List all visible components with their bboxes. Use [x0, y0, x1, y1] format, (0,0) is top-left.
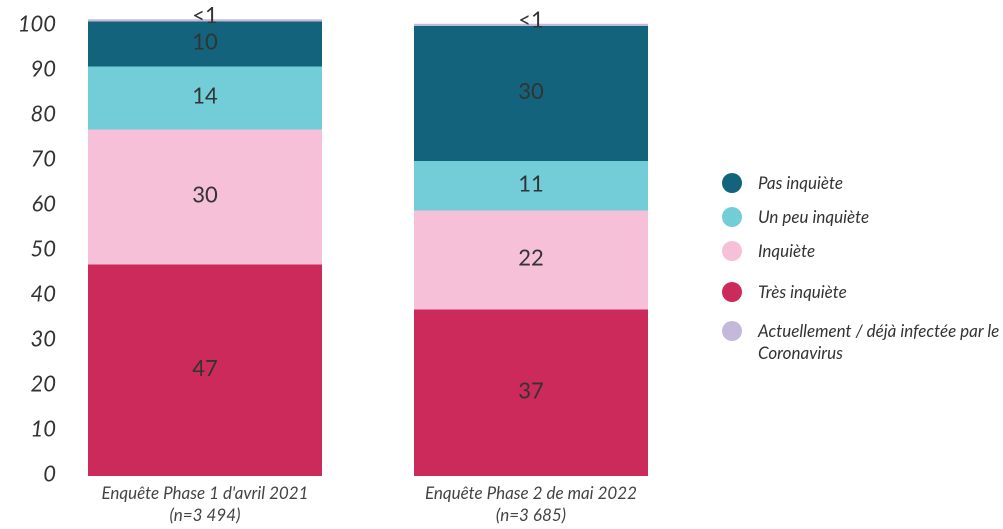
- value-label: 30: [192, 181, 218, 208]
- y-tick-label: 30: [30, 325, 56, 352]
- bar-segment: [88, 21, 322, 67]
- value-label: 30: [518, 77, 544, 104]
- y-tick-label: 10: [30, 415, 56, 442]
- legend-label: Pas inquiète: [758, 172, 843, 193]
- bar-segment: [88, 19, 322, 22]
- bar-segment: [88, 66, 322, 130]
- legend-swatch: [722, 173, 742, 193]
- y-tick-label: 90: [30, 55, 56, 82]
- bar-segment: [88, 129, 322, 265]
- legend-swatch: [722, 282, 742, 302]
- y-tick-label: 80: [30, 100, 56, 127]
- legend-item: Très inquiète: [722, 281, 1003, 303]
- value-label: <1: [518, 5, 544, 32]
- legend-label: Un peu inquiète: [758, 206, 870, 227]
- bar-segment: [414, 309, 648, 476]
- value-label: 47: [192, 354, 218, 381]
- legend-item: Un peu inquiète: [722, 206, 1003, 228]
- bar-segment: [414, 23, 648, 26]
- value-label: 11: [518, 169, 544, 196]
- legend-item: Pas inquiète: [722, 172, 1003, 194]
- value-label: 14: [192, 82, 218, 109]
- bar-segment: [88, 264, 322, 476]
- bar-segment: [414, 161, 648, 211]
- legend-item: Inquiète: [722, 240, 1003, 262]
- legend-item: Actuellement / déjà infectée par le Coro…: [722, 320, 1003, 364]
- y-tick-label: 100: [18, 10, 56, 37]
- category-label: Enquête Phase 1 d'avril 2021 (n=3 494): [101, 482, 309, 525]
- legend-label: Très inquiète: [758, 281, 847, 302]
- value-label: 22: [518, 244, 544, 271]
- legend-label: Actuellement / déjà infectée par le Coro…: [758, 320, 1000, 363]
- legend-swatch: [722, 321, 742, 341]
- y-tick-label: 70: [30, 145, 56, 172]
- legend-swatch: [722, 241, 742, 261]
- bar-segment: [414, 210, 648, 310]
- value-label: <1: [192, 1, 218, 28]
- y-tick-label: 20: [30, 370, 56, 397]
- y-tick-label: 0: [43, 460, 56, 487]
- y-tick-label: 50: [30, 235, 56, 262]
- y-tick-label: 40: [30, 280, 56, 307]
- bar-segment: [414, 26, 648, 161]
- value-label: 37: [518, 376, 544, 403]
- category-label: Enquête Phase 2 de mai 2022 (n=3 685): [424, 482, 638, 525]
- y-tick-label: 60: [32, 190, 57, 217]
- legend-label: Inquiète: [758, 240, 816, 261]
- legend-swatch: [722, 207, 742, 227]
- value-label: 10: [192, 28, 218, 55]
